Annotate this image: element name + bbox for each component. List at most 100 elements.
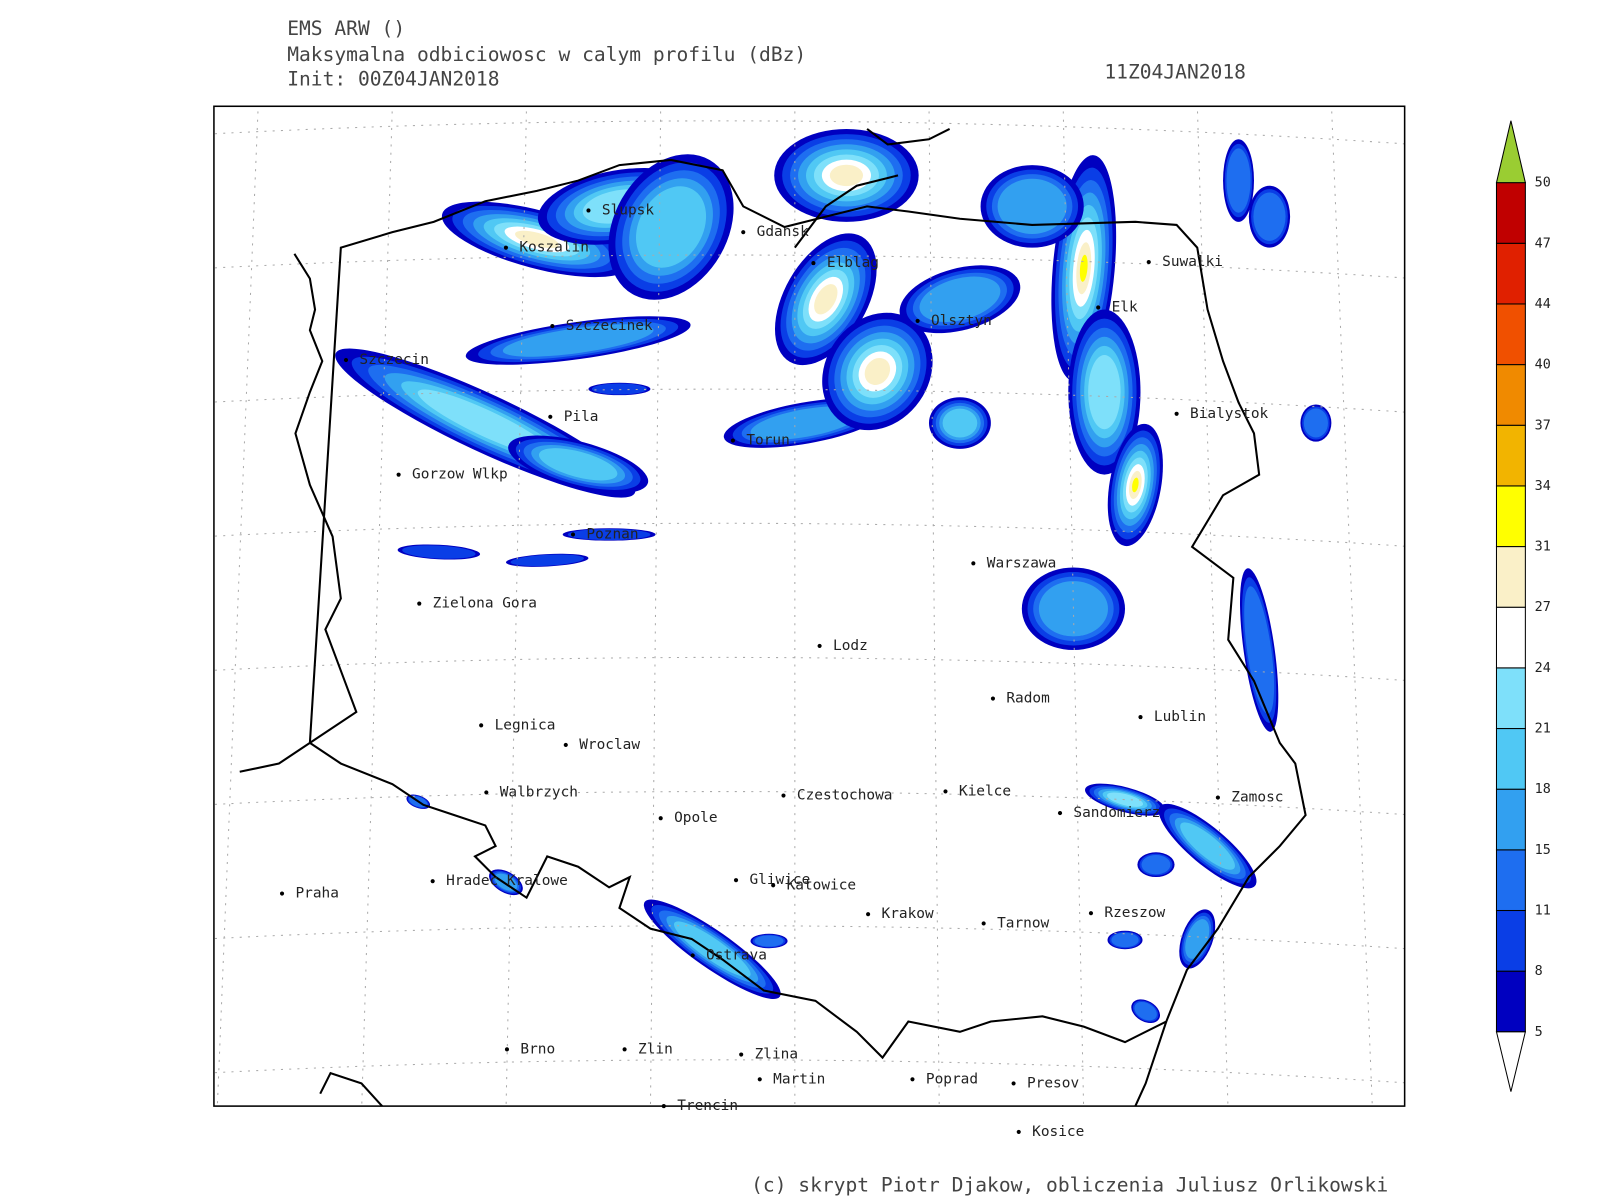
city-marker [504, 1047, 510, 1052]
echo-area [1132, 477, 1139, 493]
city-labels: Slupsk Koszalin Gdansk Elblag Suwalki Elk Olsz… [279, 202, 1283, 1140]
city-marker [503, 245, 508, 250]
city-marker [971, 561, 976, 566]
colorbar-label: 40 [1535, 358, 1551, 373]
colorbar-label: 27 [1535, 600, 1551, 615]
colorbar-box [1495, 303, 1526, 366]
colorbar-label: 15 [1535, 843, 1551, 858]
city-label: Trencin [677, 1098, 738, 1114]
city-label: Szczecin [359, 352, 429, 368]
parallel [213, 522, 1405, 547]
colorbar: 5 8 11 15 18 21 24 27 31 34 37 40 44 47 50 [1495, 120, 1551, 1092]
city-label: Gorzow Wlkp [412, 467, 508, 483]
city-marker [279, 891, 285, 896]
city-label: Lodz [833, 638, 868, 654]
echo-area [1180, 822, 1235, 870]
colorbar-label: 24 [1535, 661, 1551, 676]
colorbar-box [1495, 242, 1526, 305]
city-label: Poprad [926, 1071, 978, 1087]
city-label: Kielce [959, 783, 1011, 799]
city-marker [550, 323, 555, 329]
colorbar-label: 21 [1535, 722, 1551, 737]
city-label: Tarnow [997, 915, 1049, 931]
colorbar-label: 11 [1535, 904, 1551, 919]
city-label: Walbrzych [500, 784, 578, 800]
city-marker [658, 816, 663, 821]
city-marker [484, 790, 489, 795]
colorbar-label: 18 [1535, 782, 1551, 797]
parallel [213, 925, 1405, 950]
city-marker [1138, 715, 1143, 720]
city-label: Opole [674, 810, 717, 826]
city-marker [757, 1077, 762, 1082]
city-label: Wroclaw [579, 737, 640, 753]
city-marker [622, 1047, 627, 1052]
echo-area [829, 164, 864, 187]
echo-area [1141, 855, 1171, 875]
city-label: Gliwice [749, 872, 810, 888]
colorbar-box [1495, 364, 1526, 426]
city-label: Zamosc [1231, 790, 1283, 806]
colorbar-box [1495, 182, 1526, 244]
city-label: Elblag [827, 255, 879, 271]
city-marker [690, 953, 695, 958]
city-label: Zlina [755, 1047, 798, 1063]
colorbar-label: 50 [1535, 176, 1551, 191]
city-label: Elk [1112, 299, 1138, 315]
city-label: Krakow [882, 906, 934, 922]
city-marker [817, 643, 822, 648]
colorbar-box [1495, 485, 1526, 548]
city-label: Olsztyn [931, 313, 992, 329]
meridian [1330, 106, 1373, 1107]
city-label: Radom [1006, 691, 1049, 707]
valid-time: 11Z04JAN2018 [1104, 60, 1246, 83]
colorbar-label: 34 [1535, 479, 1551, 494]
colorbar-box [1495, 909, 1526, 972]
meridian [505, 106, 528, 1107]
colorbar-over [1495, 120, 1527, 184]
credit: (c) skrypt Piotr Djakow, obliczenia Juli… [751, 1174, 1388, 1197]
colorbar-box [1495, 788, 1526, 851]
city-label: Gdansk [757, 224, 809, 240]
city-label: Koszalin [519, 240, 589, 256]
echo-area [1226, 148, 1251, 213]
colorbar-label: 8 [1535, 964, 1543, 979]
city-marker [586, 208, 591, 213]
field-title: Maksymalna odbiciowosc w calym profilu (… [287, 43, 806, 66]
echo-area [402, 545, 476, 559]
echo-area [1134, 1001, 1157, 1021]
city-marker [563, 742, 568, 748]
echo-area [591, 383, 647, 395]
city-marker [1146, 260, 1151, 265]
city-marker [781, 793, 786, 798]
city-marker [811, 261, 816, 266]
city-marker [396, 472, 401, 477]
city-marker [479, 723, 484, 728]
colorbar-box [1495, 606, 1526, 669]
graticule [213, 106, 1405, 1107]
city-marker [1215, 795, 1220, 800]
city-marker [943, 789, 948, 794]
echo-area [814, 284, 838, 315]
city-marker [1096, 305, 1101, 310]
city-marker [910, 1077, 915, 1082]
city-marker [430, 879, 435, 884]
echo-area [502, 324, 654, 357]
city-label: Bialystok [1190, 406, 1269, 422]
city-label: Zlin [638, 1041, 673, 1057]
meridian [649, 106, 662, 1107]
city-marker [1016, 1129, 1021, 1134]
city-marker [981, 921, 986, 926]
colorbar-label: 47 [1535, 236, 1551, 251]
init-time: Init: 00Z04JAN2018 [287, 68, 499, 91]
city-marker [548, 414, 553, 419]
city-label: Lublin [1154, 709, 1206, 725]
parallel [213, 656, 1405, 681]
colorbar-box [1495, 728, 1526, 790]
city-label: Praha [295, 886, 338, 902]
echo-area [567, 528, 651, 540]
city-marker [990, 696, 996, 701]
city-label: Zielona Gora [433, 596, 537, 612]
city-label: Hradec Kralowe [446, 873, 568, 889]
